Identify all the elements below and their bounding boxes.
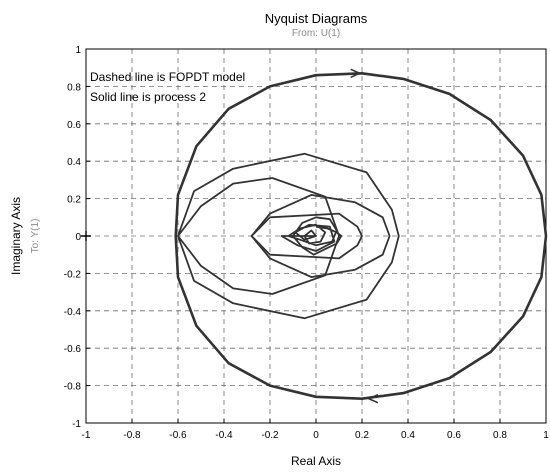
critical-point-marker — [81, 231, 91, 241]
x-tick-label: -0.4 — [215, 430, 233, 441]
critical-point — [81, 231, 91, 241]
y-tick-label: 0.2 — [67, 195, 81, 206]
x-tick-label: -0.8 — [123, 430, 141, 441]
x-tick-label: 0.2 — [355, 430, 369, 441]
y-tick-label: -1 — [72, 419, 81, 430]
y-tick-label: -0.8 — [64, 382, 82, 393]
direction-arrow — [350, 68, 362, 79]
nyquist-curve-4 — [280, 216, 343, 256]
chart-title: Nyquist Diagrams — [265, 11, 368, 26]
tick-labels: -1 -0.8 -0.6 -0.4 -0.2 0 0.2 0.4 0.6 0.8 1 1 0.8 0.6 0… — [64, 45, 549, 441]
y-tick-label: 0 — [75, 232, 81, 243]
nyquist-curve-3 — [250, 193, 391, 279]
direction-arrows — [350, 68, 379, 404]
y-tick-label: -0.2 — [64, 269, 82, 280]
y-tick-label: 0.6 — [67, 120, 81, 131]
x-tick-label: 0.4 — [401, 430, 415, 441]
y-tick-label: 0.8 — [67, 82, 81, 93]
x-tick-label: -1 — [82, 430, 91, 441]
x-tick-label: -0.2 — [261, 430, 279, 441]
x-tick-label: -0.6 — [169, 430, 187, 441]
x-axis-label: Real Axis — [291, 454, 341, 468]
annotation-dashed: Dashed line is FOPDT model — [90, 70, 245, 84]
chart-subtitle: From: U(1) — [292, 28, 340, 39]
nyquist-curve-2 — [177, 152, 400, 320]
x-tick-label: 0 — [313, 430, 319, 441]
y-tick-label: 0.4 — [67, 157, 81, 168]
nyquist-curve-1 — [174, 72, 548, 401]
x-tick-label: 0.6 — [447, 430, 461, 441]
x-tick-label: 1 — [543, 430, 549, 441]
y-axis-label: Imaginary Axis — [9, 197, 23, 275]
x-tick-label: 0.8 — [493, 430, 507, 441]
y-tick-label: -0.6 — [64, 344, 82, 355]
y-tick-label: -0.4 — [64, 307, 82, 318]
direction-arrow — [366, 393, 379, 404]
annotation-solid: Solid line is process 2 — [90, 90, 206, 104]
y-axis-output-label: To: Y(1) — [30, 219, 41, 254]
series-group — [174, 72, 548, 401]
y-tick-label: 1 — [75, 45, 81, 56]
